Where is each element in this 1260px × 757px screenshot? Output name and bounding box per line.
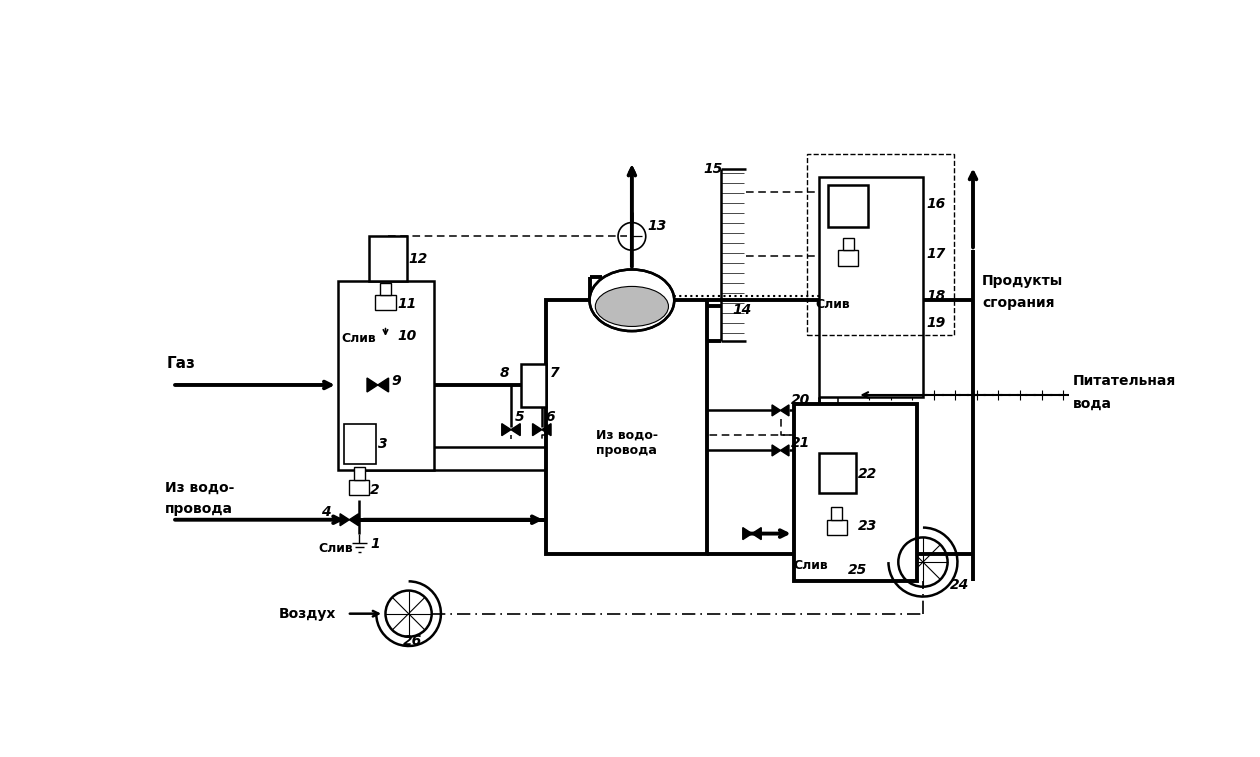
Bar <box>827 520 847 535</box>
Bar <box>794 404 917 581</box>
Polygon shape <box>772 445 780 456</box>
Polygon shape <box>533 424 542 435</box>
Bar <box>344 424 377 464</box>
Bar <box>838 251 858 266</box>
Text: 20: 20 <box>791 394 810 407</box>
Text: 23: 23 <box>858 519 877 533</box>
Bar <box>369 236 407 281</box>
Polygon shape <box>378 378 388 392</box>
Polygon shape <box>772 405 780 416</box>
Polygon shape <box>780 445 789 456</box>
Bar <box>522 364 546 407</box>
Polygon shape <box>340 514 349 525</box>
Text: Слив: Слив <box>815 298 849 310</box>
Bar <box>808 154 954 335</box>
Text: вода: вода <box>1074 397 1113 411</box>
Text: Из водо-: Из водо- <box>165 481 234 495</box>
Text: 2: 2 <box>370 484 379 497</box>
Text: 26: 26 <box>403 634 422 649</box>
Text: Слив: Слив <box>794 559 828 572</box>
Bar <box>819 177 922 397</box>
Text: 12: 12 <box>408 253 428 266</box>
Text: 16: 16 <box>927 197 946 211</box>
Text: 10: 10 <box>398 329 417 344</box>
Text: Воздух: Воздух <box>278 606 336 621</box>
Text: Слив: Слив <box>341 332 377 345</box>
Text: Газ: Газ <box>166 356 195 371</box>
Text: Питательная: Питательная <box>1074 374 1177 388</box>
Text: 19: 19 <box>927 316 946 330</box>
Polygon shape <box>542 424 551 435</box>
Text: 5: 5 <box>515 410 524 425</box>
Text: 25: 25 <box>848 562 867 577</box>
Bar <box>828 185 868 227</box>
Text: Продукты: Продукты <box>983 274 1063 288</box>
Polygon shape <box>349 514 359 525</box>
Ellipse shape <box>590 269 674 331</box>
Text: сгорания: сгорания <box>983 295 1055 310</box>
Polygon shape <box>501 424 512 435</box>
Polygon shape <box>752 528 761 540</box>
Bar <box>832 507 842 520</box>
Text: провода: провода <box>165 502 233 516</box>
Text: 21: 21 <box>791 436 810 450</box>
Text: 9: 9 <box>392 374 401 388</box>
Bar <box>546 301 707 554</box>
Text: 18: 18 <box>927 289 946 304</box>
Text: 7: 7 <box>549 366 559 381</box>
Text: 15: 15 <box>703 163 723 176</box>
Polygon shape <box>743 528 752 540</box>
Bar <box>338 281 433 469</box>
Text: 13: 13 <box>648 219 667 232</box>
Text: 6: 6 <box>546 410 556 425</box>
Bar <box>381 282 391 295</box>
Text: Слив: Слив <box>319 543 353 556</box>
Bar <box>349 480 369 495</box>
Text: 14: 14 <box>732 304 751 317</box>
Text: 11: 11 <box>398 298 417 311</box>
Text: 24: 24 <box>950 578 969 592</box>
Bar <box>354 467 364 480</box>
Polygon shape <box>512 424 520 435</box>
Ellipse shape <box>595 286 669 326</box>
Bar <box>843 238 854 251</box>
Polygon shape <box>780 405 789 416</box>
Bar <box>819 453 856 493</box>
Text: 3: 3 <box>378 438 387 451</box>
Bar <box>375 295 396 310</box>
Text: 1: 1 <box>370 537 379 551</box>
Text: 17: 17 <box>927 247 946 261</box>
Text: 22: 22 <box>858 466 877 481</box>
Text: 8: 8 <box>499 366 509 381</box>
Text: Из водо-
провода: Из водо- провода <box>596 428 658 456</box>
Polygon shape <box>367 378 378 392</box>
Text: 4: 4 <box>321 505 330 519</box>
